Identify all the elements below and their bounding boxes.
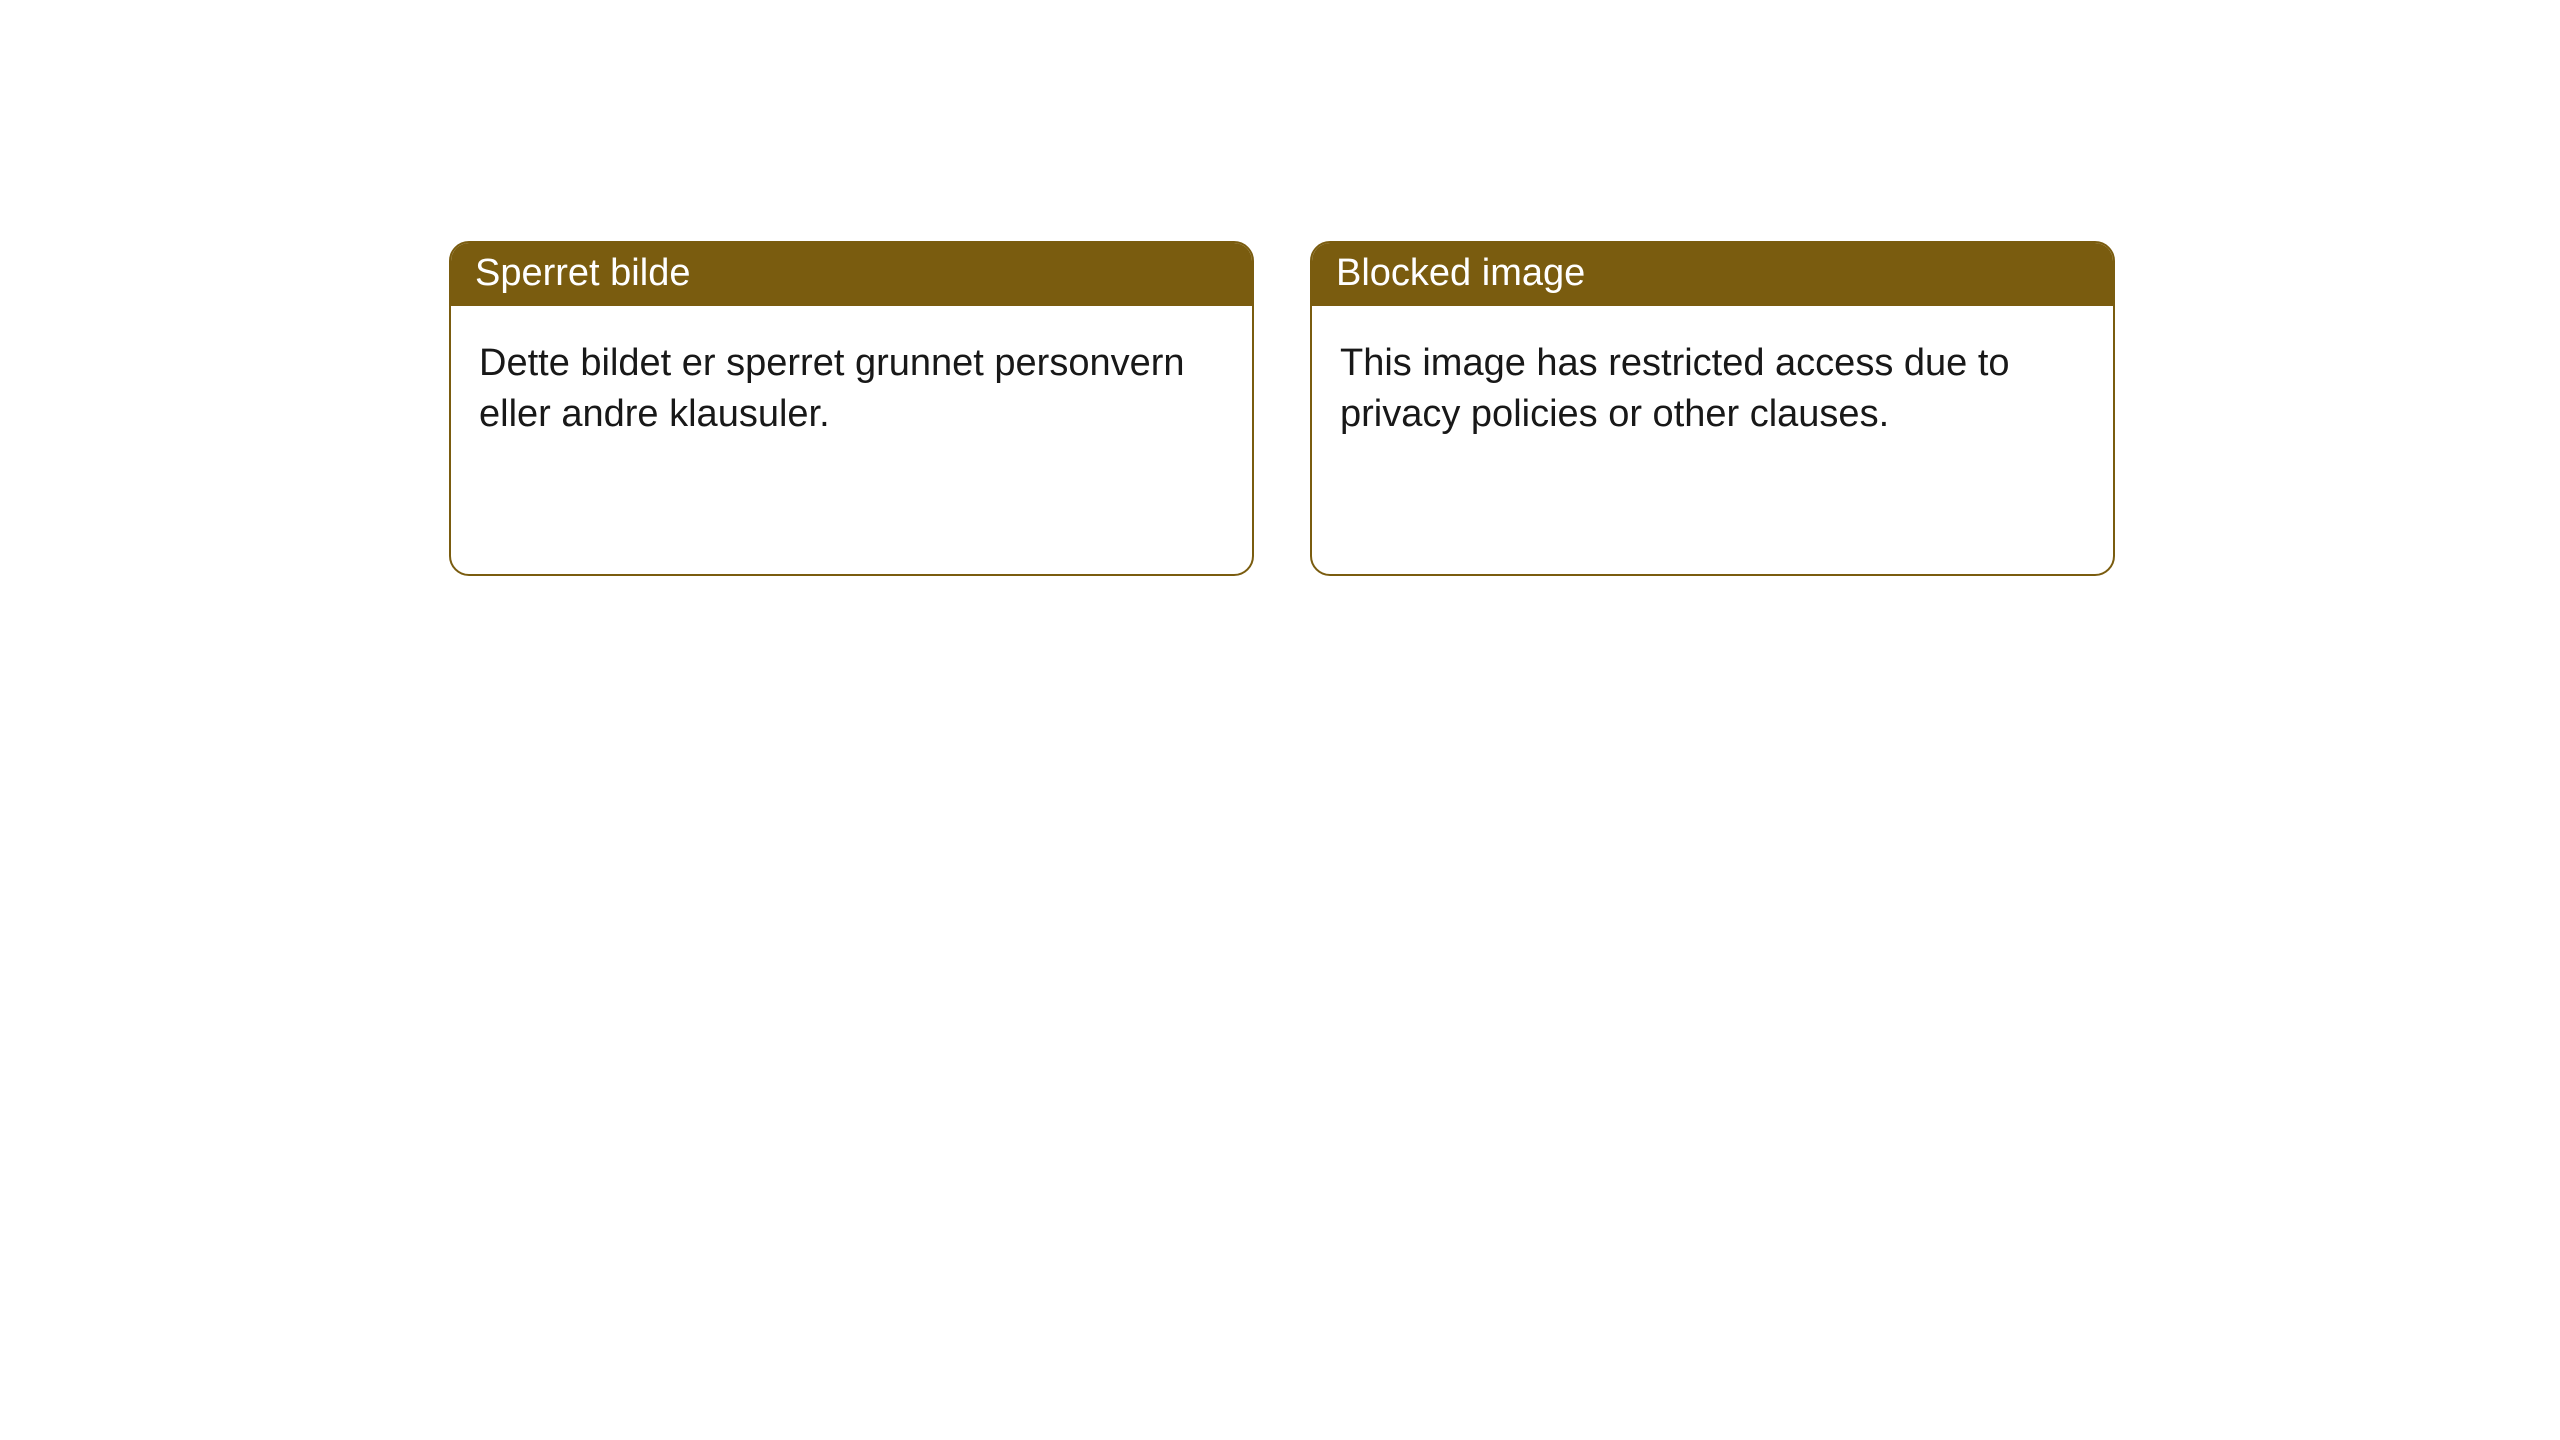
blocked-image-card-no: Sperret bilde Dette bildet er sperret gr… xyxy=(449,241,1254,576)
blocked-image-card-en: Blocked image This image has restricted … xyxy=(1310,241,2115,576)
notice-cards-container: Sperret bilde Dette bildet er sperret gr… xyxy=(0,0,2560,576)
card-header-no: Sperret bilde xyxy=(451,243,1252,306)
card-header-en: Blocked image xyxy=(1312,243,2113,306)
card-body-en: This image has restricted access due to … xyxy=(1312,306,2113,473)
card-body-no: Dette bildet er sperret grunnet personve… xyxy=(451,306,1252,473)
